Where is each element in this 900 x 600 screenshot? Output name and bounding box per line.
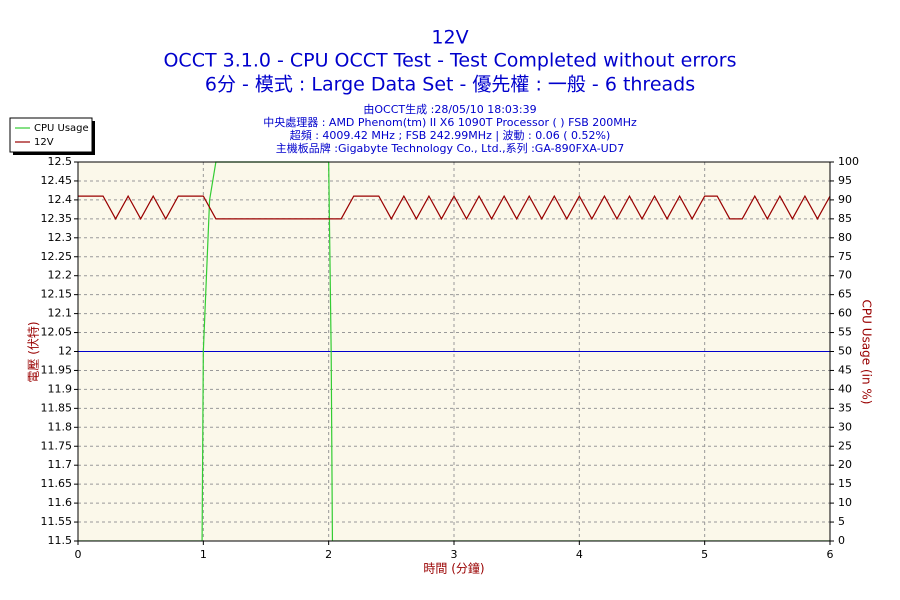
y2-tick-label: 15 bbox=[838, 477, 852, 490]
x-tick-label: 6 bbox=[827, 548, 834, 561]
y2-tick-label: 85 bbox=[838, 212, 852, 225]
y2-tick-label: 0 bbox=[838, 534, 845, 547]
y-tick-label: 12.3 bbox=[48, 231, 73, 244]
series-line bbox=[78, 194, 830, 221]
y2-axis-label: CPU Usage (in %) bbox=[860, 300, 874, 405]
y-tick-label: 12.25 bbox=[41, 250, 73, 263]
y-tick-label: 11.9 bbox=[48, 382, 73, 395]
x-tick-label: 4 bbox=[576, 548, 583, 561]
legend-box bbox=[9, 117, 93, 153]
chart-note: 主機板品牌 :Gigabyte Technology Co., Ltd.,系列 … bbox=[276, 141, 624, 155]
y2-tick-label: 40 bbox=[838, 382, 852, 395]
y-tick-label: 12.4 bbox=[48, 193, 73, 206]
chart-note: 由OCCT生成 :28/05/10 18:03:39 bbox=[363, 102, 536, 116]
y2-tick-label: 75 bbox=[838, 250, 852, 263]
chart-subtitle: 6分 - 模式 : Large Data Set - 優先權 : 一般 - 6 … bbox=[205, 74, 695, 96]
y-axis-label: 電壓 (伏特) bbox=[26, 321, 41, 382]
y2-tick-label: 80 bbox=[838, 231, 852, 244]
y-tick-label: 12.35 bbox=[41, 212, 73, 225]
x-tick-label: 5 bbox=[701, 548, 708, 561]
chart-title: 12V bbox=[431, 27, 468, 49]
y2-tick-label: 100 bbox=[838, 155, 859, 168]
y-tick-label: 12.45 bbox=[41, 174, 73, 187]
y-tick-label: 11.85 bbox=[41, 401, 73, 414]
x-tick-label: 2 bbox=[325, 548, 332, 561]
y-tick-label: 11.75 bbox=[41, 439, 73, 452]
legend-label: CPU Usage bbox=[34, 123, 89, 134]
y-tick-label: 11.7 bbox=[48, 458, 73, 471]
y-tick-label: 12 bbox=[58, 345, 72, 358]
y2-tick-label: 35 bbox=[838, 401, 852, 414]
chart-subtitle: OCCT 3.1.0 - CPU OCCT Test - Test Comple… bbox=[163, 50, 736, 72]
y2-tick-label: 20 bbox=[838, 458, 852, 471]
y-tick-label: 11.8 bbox=[48, 420, 73, 433]
y-tick-label: 12.5 bbox=[48, 155, 73, 168]
y-tick-label: 11.5 bbox=[48, 534, 73, 547]
y2-tick-label: 5 bbox=[838, 515, 845, 528]
y2-tick-label: 65 bbox=[838, 288, 852, 301]
y-tick-label: 11.6 bbox=[48, 496, 73, 509]
x-tick-label: 0 bbox=[75, 548, 82, 561]
y-tick-label: 12.15 bbox=[41, 288, 73, 301]
y-tick-label: 11.55 bbox=[41, 515, 73, 528]
x-axis-label: 時間 (分鐘) bbox=[423, 561, 484, 576]
y2-tick-label: 90 bbox=[838, 193, 852, 206]
y-tick-label: 12.2 bbox=[48, 269, 73, 282]
y2-tick-label: 60 bbox=[838, 307, 852, 320]
chart-note: 超頻 : 4009.42 MHz ; FSB 242.99MHz | 波動 : … bbox=[290, 128, 611, 142]
legend-label: 12V bbox=[34, 137, 54, 148]
y-tick-label: 11.95 bbox=[41, 363, 73, 376]
y2-tick-label: 50 bbox=[838, 345, 852, 358]
y2-tick-label: 45 bbox=[838, 363, 852, 376]
y-tick-label: 11.65 bbox=[41, 477, 73, 490]
x-tick-label: 3 bbox=[451, 548, 458, 561]
y-tick-label: 12.1 bbox=[48, 307, 73, 320]
y2-tick-label: 55 bbox=[838, 326, 852, 339]
y2-tick-label: 30 bbox=[838, 420, 852, 433]
plot-frame bbox=[77, 161, 831, 542]
y2-tick-label: 25 bbox=[838, 439, 852, 452]
chart-note: 中央處理器 : AMD Phenom(tm) II X6 1090T Proce… bbox=[263, 115, 637, 129]
y2-tick-label: 10 bbox=[838, 496, 852, 509]
x-tick-label: 1 bbox=[200, 548, 207, 561]
y2-tick-label: 70 bbox=[838, 269, 852, 282]
y2-tick-label: 95 bbox=[838, 174, 852, 187]
y-tick-label: 12.05 bbox=[41, 326, 73, 339]
